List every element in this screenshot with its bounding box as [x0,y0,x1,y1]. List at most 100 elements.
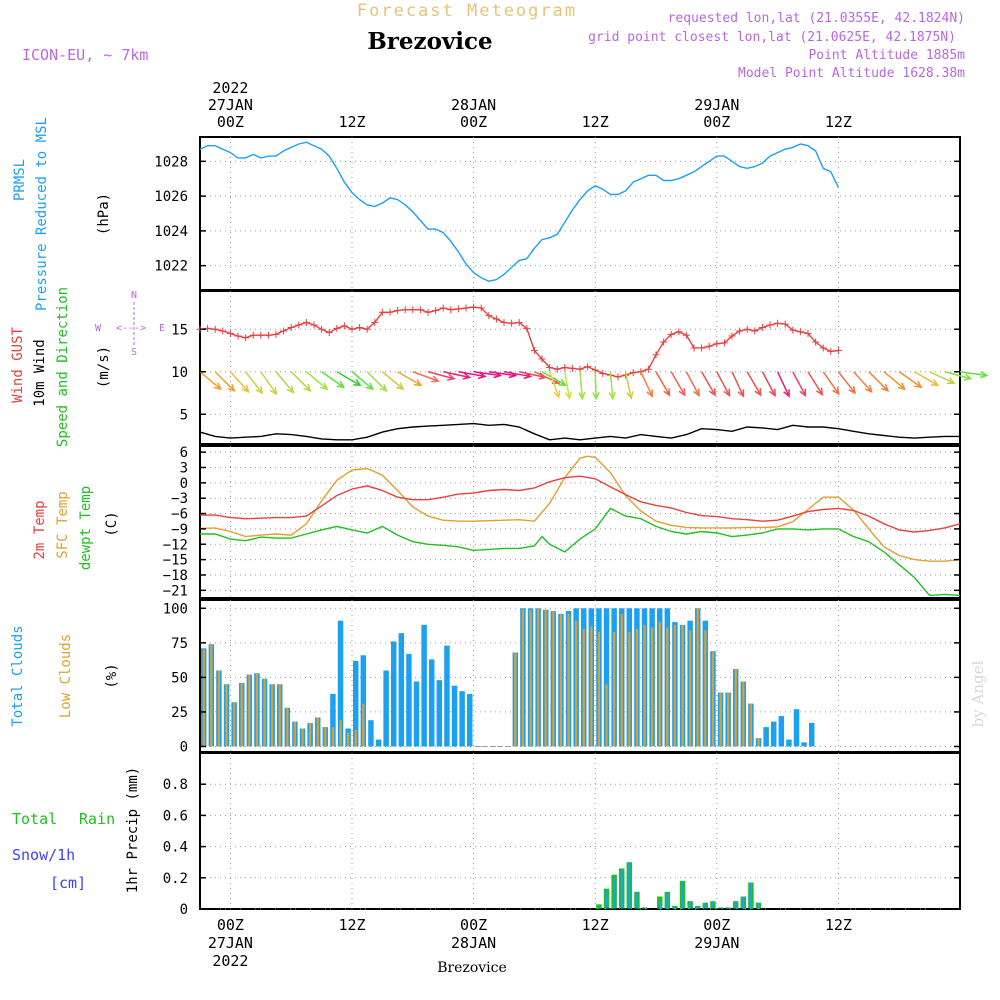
wind-arrow-head [815,387,824,397]
wind-arrow-shaft [624,371,632,399]
wind-arrow-head [708,388,716,397]
wind-arrow [245,371,264,395]
wind-gust-marker [409,306,417,314]
wind-arrow-shaft [837,371,856,394]
wind-gust-marker [705,342,713,350]
temp-unit: (C) [104,511,120,536]
y-tick-label: −3 [171,491,188,507]
wind-arrow-shaft [245,371,263,394]
wind-gust-marker [546,364,554,371]
total-cloud-bar [406,653,412,747]
wind-arrow-shaft [321,371,345,388]
low-cloud-bar [354,729,357,747]
wind-arrow-head [558,379,567,387]
wind-gust-marker [523,324,531,332]
wind-arrow [321,371,346,389]
precip-snow-bar [597,907,601,909]
model-name: ICON-EU, ~ 7km [22,46,148,64]
wind-arrow-head [227,383,236,393]
wind-arrow-head [255,386,264,395]
wind-gust-marker [462,304,470,312]
time-label-top: 12Z [825,113,852,131]
compass-arrow: <---> [116,323,146,334]
wind-arrow-shaft [427,371,455,380]
time-label-bottom: 28JAN [451,934,496,952]
y-tick-label: 1022 [154,259,188,275]
wind-arrow [564,371,573,401]
wind-arrow-shaft [655,371,671,396]
wind-gust-marker [394,307,402,315]
wind-arrow [746,371,762,397]
watermark: by Angel [969,660,987,727]
low-cloud-bar [529,609,532,747]
low-cloud-bar [537,608,540,747]
y-tick-label: 0.8 [163,777,188,793]
low-cloud-bar [681,624,684,747]
wind-arrow-head [578,391,586,401]
y-tick-label: 15 [171,322,188,338]
total-cloud-bar [375,739,382,747]
wind-gust-marker [766,321,774,329]
ticks [200,160,960,910]
total-cloud-bar [436,680,443,747]
pressure-unit: (hPa) [96,193,112,235]
wind-gust-marker [774,319,782,327]
wind-gust-marker [751,327,759,335]
low-cloud-bar [233,702,236,747]
compass-south: S [131,347,137,358]
wind-gust-marker [781,320,789,328]
time-label-top: 12Z [338,113,365,131]
total-cloud-bar [771,721,777,747]
precip-snow-bar [704,902,707,909]
wind-arrow-shaft [473,371,501,377]
gridlines [200,137,960,910]
temp-sfc-label: SFC Temp [55,491,71,558]
low-cloud-bar [719,692,722,747]
wind-gust-marker [530,347,538,354]
wind-arrow-head [897,382,907,391]
wind-gust-marker [348,325,356,333]
y-tick-label: −18 [163,568,188,584]
wind-arrow [458,371,487,380]
y-tick-label: 3 [180,460,188,476]
wind-arrow-shaft [366,371,387,392]
total-cloud-bar [360,655,367,747]
wind-arrow-shaft [381,371,404,390]
wind-arrow-head [592,392,600,401]
sfc-temp-line [199,455,961,562]
low-cloud-bar [727,692,730,747]
wind-gust-marker [280,327,288,335]
wind-arrow-shaft [716,371,731,396]
time-label-bottom: 12Z [825,916,852,934]
wind-arrow-shaft [564,371,571,399]
panel-frame [199,599,961,753]
low-cloud-bar [514,652,517,747]
temp-dewpt-label: dewpt Temp [78,486,94,570]
wind-arrow-head [848,386,857,395]
low-cloud-bar [362,703,365,747]
time-label-top: 27JAN [208,96,253,114]
panels [199,136,961,910]
wind-arrow [655,371,671,397]
chart-title: Brezovice [367,28,492,55]
wind-arrow-head [413,379,423,387]
total-cloud-bar [778,716,785,747]
wind-arrow-shaft [260,371,277,395]
low-cloud-bar [559,613,563,747]
panel-frame [199,445,961,599]
wind-gust-marker [386,308,394,316]
wind-arrow [443,371,472,380]
wind-arrow-head [914,380,923,389]
temp-2m-line [200,475,961,533]
y-tick-label: 25 [171,705,188,721]
wind-gust-marker [363,325,371,333]
wind-arrow-shaft [822,371,840,395]
y-tick-label: 1024 [154,224,188,240]
marks [196,141,989,910]
time-label-top: 00Z [460,113,487,131]
wind-arrow-shaft [929,371,955,384]
wind-gust-marker [804,330,812,337]
wind-arrow [898,371,923,389]
compass-east: E [159,323,165,334]
wind-arrow-head [783,389,790,398]
